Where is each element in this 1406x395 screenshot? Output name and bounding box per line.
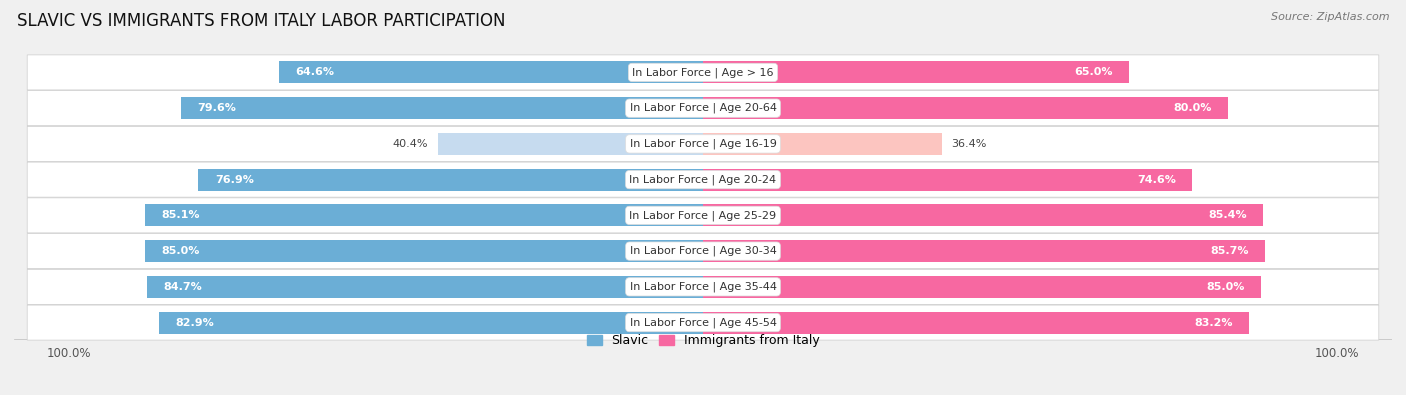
Text: 100.0%: 100.0%: [46, 347, 91, 360]
Bar: [703, 97, 1227, 119]
Bar: [280, 61, 703, 83]
Bar: [437, 133, 703, 155]
Bar: [703, 240, 1265, 262]
FancyBboxPatch shape: [27, 198, 1379, 233]
Text: SLAVIC VS IMMIGRANTS FROM ITALY LABOR PARTICIPATION: SLAVIC VS IMMIGRANTS FROM ITALY LABOR PA…: [17, 12, 505, 30]
Bar: [145, 240, 703, 262]
Text: 80.0%: 80.0%: [1173, 103, 1212, 113]
Text: 100.0%: 100.0%: [1315, 347, 1360, 360]
Text: 85.0%: 85.0%: [162, 246, 200, 256]
Text: 85.7%: 85.7%: [1211, 246, 1249, 256]
Text: 74.6%: 74.6%: [1137, 175, 1175, 184]
Text: 64.6%: 64.6%: [295, 68, 335, 77]
Text: 79.6%: 79.6%: [197, 103, 236, 113]
Bar: [703, 276, 1261, 298]
Legend: Slavic, Immigrants from Italy: Slavic, Immigrants from Italy: [586, 334, 820, 347]
Text: 36.4%: 36.4%: [952, 139, 987, 149]
Bar: [703, 169, 1192, 191]
Text: In Labor Force | Age 35-44: In Labor Force | Age 35-44: [630, 282, 776, 292]
FancyBboxPatch shape: [27, 269, 1379, 305]
Text: 85.4%: 85.4%: [1208, 211, 1247, 220]
Bar: [703, 133, 942, 155]
Text: 40.4%: 40.4%: [392, 139, 427, 149]
Text: 82.9%: 82.9%: [176, 318, 214, 327]
Bar: [703, 204, 1264, 226]
Bar: [159, 312, 703, 334]
Text: Source: ZipAtlas.com: Source: ZipAtlas.com: [1271, 12, 1389, 22]
Text: In Labor Force | Age > 16: In Labor Force | Age > 16: [633, 67, 773, 78]
Text: 65.0%: 65.0%: [1074, 68, 1114, 77]
FancyBboxPatch shape: [27, 55, 1379, 90]
Text: 76.9%: 76.9%: [215, 175, 253, 184]
Bar: [198, 169, 703, 191]
Text: In Labor Force | Age 30-34: In Labor Force | Age 30-34: [630, 246, 776, 256]
FancyBboxPatch shape: [27, 233, 1379, 269]
Text: In Labor Force | Age 20-64: In Labor Force | Age 20-64: [630, 103, 776, 113]
FancyBboxPatch shape: [27, 305, 1379, 340]
Bar: [145, 204, 703, 226]
FancyBboxPatch shape: [27, 162, 1379, 197]
Text: In Labor Force | Age 16-19: In Labor Force | Age 16-19: [630, 139, 776, 149]
Bar: [703, 61, 1129, 83]
Text: 85.0%: 85.0%: [1206, 282, 1244, 292]
Text: 85.1%: 85.1%: [162, 211, 200, 220]
Text: In Labor Force | Age 45-54: In Labor Force | Age 45-54: [630, 317, 776, 328]
Bar: [181, 97, 703, 119]
FancyBboxPatch shape: [27, 126, 1379, 162]
Bar: [148, 276, 703, 298]
FancyBboxPatch shape: [27, 90, 1379, 126]
Text: In Labor Force | Age 25-29: In Labor Force | Age 25-29: [630, 210, 776, 221]
Text: 83.2%: 83.2%: [1194, 318, 1233, 327]
Bar: [703, 312, 1249, 334]
Text: 84.7%: 84.7%: [163, 282, 202, 292]
Text: In Labor Force | Age 20-24: In Labor Force | Age 20-24: [630, 174, 776, 185]
